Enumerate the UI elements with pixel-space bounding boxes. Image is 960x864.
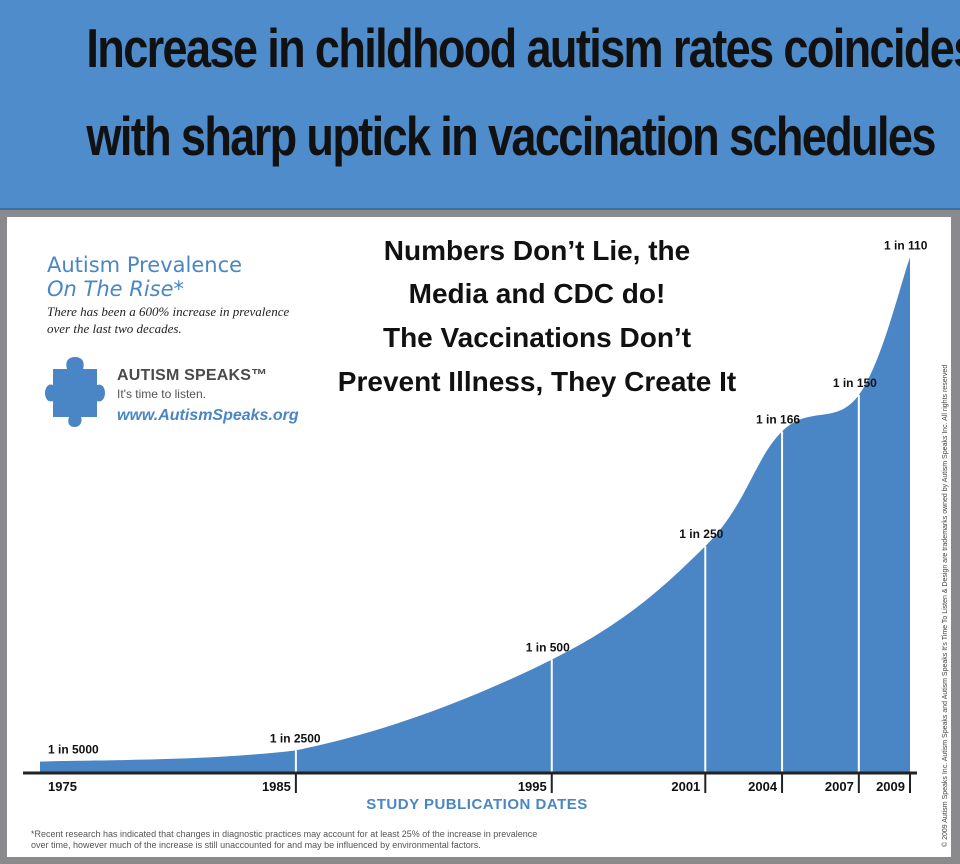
prevalence-title: Autism Prevalence: [47, 253, 243, 277]
puzzle-piece-icon: [45, 357, 105, 427]
overlay-text-line-4: Prevent Illness, They Create It: [337, 366, 737, 397]
overlay-text-line-1: Numbers Don’t Lie, the: [383, 235, 691, 266]
overlay-text-line-2: Media and CDC do!: [408, 278, 666, 309]
data-label-1995: 1 in 500: [526, 641, 570, 655]
logo-tagline: It's time to listen.: [117, 387, 206, 401]
x-tick-label-2009: 2009: [876, 779, 905, 794]
headline-line-1: Increase in childhood autism rates coinc…: [86, 17, 960, 79]
footnote-line-2: over time, however much of the increase …: [31, 840, 481, 850]
logo-name: AUTISM SPEAKS™: [117, 367, 268, 384]
x-tick-label-1975: 1975: [48, 779, 77, 794]
prevalence-description: There has been a 600% increase in preval…: [47, 303, 347, 337]
x-axis-title: STUDY PUBLICATION DATES: [366, 796, 588, 813]
x-tick-label-1985: 1985: [262, 779, 291, 794]
x-tick-label-2004: 2004: [748, 779, 778, 794]
data-label-1985: 1 in 2500: [270, 731, 321, 745]
data-label-1975: 1 in 5000: [48, 743, 99, 757]
prevalence-desc-line-1: There has been a 600% increase in preval…: [47, 304, 290, 319]
overlay-text-line-3: The Vaccinations Don’t: [382, 322, 692, 353]
x-tick-label-2007: 2007: [825, 779, 854, 794]
copyright-notice: © 2009 Autism Speaks Inc. Autism Speaks …: [942, 364, 949, 847]
chart-panel: 1 in 5000 1 in 2500 1 in 500 1 in 250 1 in 1…: [7, 217, 951, 857]
x-tick-label-1995: 1995: [518, 779, 547, 794]
data-label-2009: 1 in 110: [884, 239, 928, 253]
headline-line-2: with sharp uptick in vaccination schedul…: [86, 105, 936, 167]
prevalence-desc-line-2: over the last two decades.: [47, 321, 182, 336]
prevalence-area: [40, 257, 910, 773]
data-label-2001: 1 in 250: [679, 527, 723, 541]
prevalence-subtitle: On The Rise*: [47, 277, 185, 301]
headline-banner: Increase in childhood autism rates coinc…: [0, 0, 960, 210]
x-tick-label-2001: 2001: [671, 779, 700, 794]
data-label-2004: 1 in 166: [756, 412, 800, 426]
prevalence-chart: 1 in 5000 1 in 2500 1 in 500 1 in 250 1 in 1…: [23, 239, 928, 794]
logo-url[interactable]: www.AutismSpeaks.org: [117, 407, 299, 424]
footnote-line-1: *Recent research has indicated that chan…: [31, 829, 538, 839]
data-label-2007: 1 in 150: [833, 376, 877, 390]
